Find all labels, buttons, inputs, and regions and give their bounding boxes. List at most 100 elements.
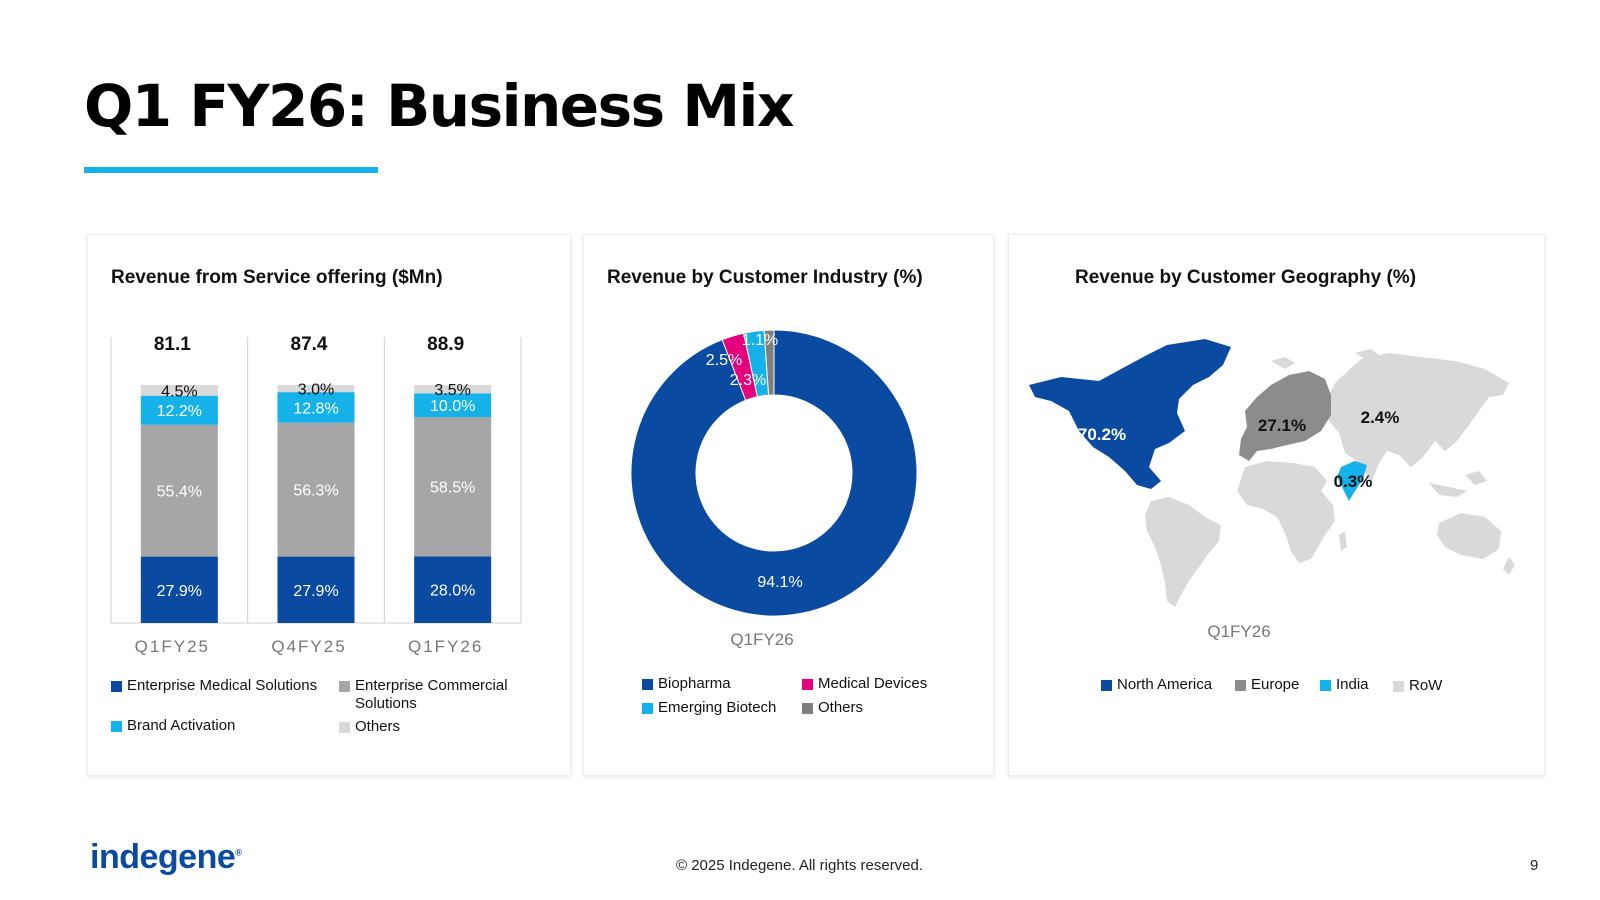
legend-label-others: Others bbox=[355, 718, 401, 735]
bar-segment-others-q1fy25 bbox=[140, 385, 218, 396]
bar-total-label-q1fy26: 88.9 bbox=[427, 334, 464, 355]
legend-item-enterprise-commercial-solutions: Enterprise Commercial Solutions bbox=[339, 677, 519, 713]
legend-swatch-enterprise-medical-solutions bbox=[111, 681, 122, 692]
legend-item-europe: Europe bbox=[1235, 676, 1299, 694]
legend-label-industry-others: Others bbox=[818, 699, 864, 716]
bar-segment-brand-activation-q1fy26 bbox=[414, 393, 492, 418]
logo-wordmark: indegene bbox=[90, 838, 236, 876]
row-land-masses bbox=[1145, 349, 1515, 607]
map-africa bbox=[1237, 461, 1335, 563]
legend-swatch-row bbox=[1393, 681, 1404, 692]
bar-data-label-others-q4fy25: 3.0% bbox=[298, 382, 334, 399]
bar-category-label-q4fy25: Q4FY25 bbox=[271, 637, 346, 656]
legend-item-brand-activation: Brand Activation bbox=[111, 717, 235, 735]
bar-total-label-q1fy25: 81.1 bbox=[154, 334, 191, 355]
legend-item-medical-devices: Medical Devices bbox=[802, 675, 927, 693]
customer-geography-legend: North America Europe India RoW bbox=[1009, 235, 1546, 777]
indegene-logo: indegene® bbox=[90, 838, 242, 877]
legend-item-enterprise-medical-solutions: Enterprise Medical Solutions bbox=[111, 677, 317, 695]
bar-segment-enterprise-medical-solutions-q1fy25 bbox=[140, 556, 218, 623]
page-title: Q1 FY26: Business Mix bbox=[84, 72, 794, 140]
legend-item-north-america: North America bbox=[1101, 676, 1212, 694]
bar-data-label-brand-activation-q1fy25: 12.2% bbox=[157, 403, 202, 420]
legend-item-biopharma: Biopharma bbox=[642, 675, 731, 693]
legend-swatch-industry-others bbox=[802, 703, 813, 714]
bar-segment-brand-activation-q4fy25 bbox=[277, 392, 355, 423]
service-offering-chart-title: Revenue from Service offering ($Mn) bbox=[111, 267, 443, 288]
map-arctic-islands bbox=[1271, 349, 1379, 369]
bar-data-label-others-q1fy26: 3.5% bbox=[434, 382, 470, 399]
bar-data-label-brand-activation-q1fy26: 10.0% bbox=[430, 398, 475, 415]
map-data-label-north-america: 70.2% bbox=[1078, 425, 1126, 444]
customer-industry-chart-title: Revenue by Customer Industry (%) bbox=[607, 267, 923, 288]
customer-industry-legend: Biopharma Medical Devices Emerging Biote… bbox=[584, 235, 995, 777]
bar-total-label-q4fy25: 87.4 bbox=[291, 334, 328, 355]
legend-item-emerging-biotech: Emerging Biotech bbox=[642, 699, 776, 717]
bar-data-label-enterprise-medical-solutions-q1fy25: 27.9% bbox=[157, 583, 202, 600]
map-north-america bbox=[1029, 339, 1231, 489]
donut-data-label-emerging-biotech: 2.3% bbox=[730, 372, 766, 389]
legend-item-others: Others bbox=[339, 718, 400, 736]
bar-segment-others-q4fy25 bbox=[277, 385, 355, 393]
copyright-text: © 2025 Indegene. All rights reserved. bbox=[676, 857, 924, 874]
bar-data-label-enterprise-medical-solutions-q1fy26: 28.0% bbox=[430, 583, 475, 600]
bar-category-label-q1fy26: Q1FY26 bbox=[408, 637, 483, 656]
legend-swatch-brand-activation bbox=[111, 721, 122, 732]
donut-slice-biopharma bbox=[630, 329, 918, 617]
legend-label-brand-activation: Brand Activation bbox=[127, 717, 236, 734]
legend-label-emerging-biotech: Emerging Biotech bbox=[658, 699, 777, 716]
donut-category-label: Q1FY26 bbox=[730, 630, 793, 649]
customer-industry-panel: Revenue by Customer Industry (%) 94.1% 2.… bbox=[583, 234, 994, 776]
legend-item-industry-others: Others bbox=[802, 699, 863, 717]
donut-slice-others bbox=[763, 329, 775, 396]
bar-segment-enterprise-commercial-solutions-q4fy25 bbox=[277, 422, 355, 557]
bar-data-label-brand-activation-q4fy25: 12.8% bbox=[293, 400, 338, 417]
map-new-zealand bbox=[1503, 557, 1515, 575]
map-data-label-row: 2.4% bbox=[1361, 408, 1400, 427]
legend-swatch-medical-devices bbox=[802, 679, 813, 690]
customer-geography-chart-title: Revenue by Customer Geography (%) bbox=[1075, 267, 1417, 288]
legend-swatch-europe bbox=[1235, 680, 1246, 691]
map-madagascar bbox=[1339, 531, 1347, 551]
legend-swatch-enterprise-commercial-solutions bbox=[339, 681, 350, 692]
map-category-label: Q1FY26 bbox=[1207, 622, 1270, 641]
title-underline bbox=[84, 167, 378, 173]
bar-data-label-enterprise-commercial-solutions-q1fy25: 55.4% bbox=[157, 484, 202, 501]
bar-data-label-enterprise-commercial-solutions-q1fy26: 58.5% bbox=[430, 480, 475, 497]
bar-segment-others-q1fy26 bbox=[414, 385, 492, 394]
map-data-label-europe: 27.1% bbox=[1258, 416, 1306, 435]
legend-swatch-north-america bbox=[1101, 680, 1112, 691]
legend-swatch-emerging-biotech bbox=[642, 703, 653, 714]
service-offering-legend: Enterprise Medical Solutions Enterprise … bbox=[88, 235, 572, 777]
customer-geography-panel: Revenue by Customer Geography (%) 70.2 bbox=[1008, 234, 1545, 776]
service-offering-bar-chart: 27.9% 55.4% 12.2% 4.5% 81.1 Q1FY25 27.9% 56.3% 1… bbox=[110, 334, 522, 656]
legend-swatch-others bbox=[339, 722, 350, 733]
page-number: 9 bbox=[1530, 857, 1539, 874]
legend-label-india: India bbox=[1336, 676, 1369, 693]
legend-swatch-biopharma bbox=[642, 679, 653, 690]
map-india bbox=[1337, 461, 1367, 501]
bar-segment-enterprise-medical-solutions-q1fy26 bbox=[414, 556, 492, 623]
map-europe bbox=[1239, 371, 1331, 461]
map-asia bbox=[1325, 353, 1509, 483]
map-data-label-india: 0.3% bbox=[1334, 472, 1373, 491]
legend-label-medical-devices: Medical Devices bbox=[818, 675, 928, 692]
bar-segment-enterprise-commercial-solutions-q1fy25 bbox=[140, 424, 218, 557]
bar-data-label-enterprise-commercial-solutions-q4fy25: 56.3% bbox=[293, 483, 338, 500]
customer-geography-world-map: 70.2% 27.1% 0.3% 2.4% Q1FY26 bbox=[1029, 339, 1515, 641]
bar-data-label-enterprise-medical-solutions-q4fy25: 27.9% bbox=[293, 583, 338, 600]
service-offering-panel: Revenue from Service offering ($Mn) 27.9… bbox=[87, 234, 571, 776]
legend-item-row: RoW bbox=[1393, 677, 1442, 695]
donut-data-label-medical-devices: 2.5% bbox=[706, 352, 742, 369]
legend-label-biopharma: Biopharma bbox=[658, 675, 731, 692]
legend-label-enterprise-commercial-solutions: Enterprise Commercial Solutions bbox=[355, 677, 508, 712]
legend-label-north-america: North America bbox=[1117, 676, 1213, 693]
legend-label-row: RoW bbox=[1409, 677, 1443, 694]
legend-label-europe: Europe bbox=[1251, 676, 1300, 693]
customer-industry-donut-chart: 94.1% 2.5% 2.3% 1.1% Q1FY26 bbox=[630, 329, 918, 649]
legend-swatch-india bbox=[1320, 680, 1331, 691]
map-australia bbox=[1437, 513, 1501, 559]
logo-registered-mark: ® bbox=[235, 847, 242, 858]
donut-data-label-others: 1.1% bbox=[742, 332, 778, 349]
legend-label-enterprise-medical-solutions: Enterprise Medical Solutions bbox=[127, 677, 318, 694]
